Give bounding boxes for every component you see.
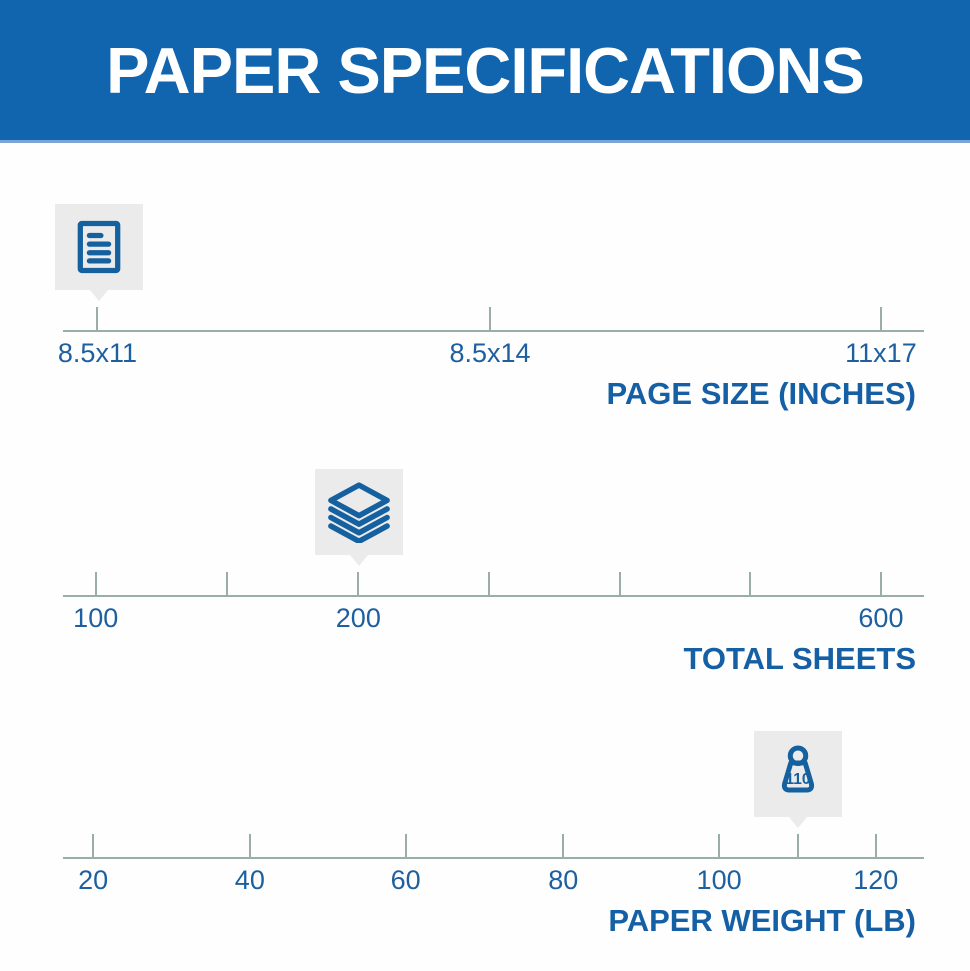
tick-mark [94,572,97,596]
tick-label: 20 [78,865,109,895]
tick-mark [357,572,360,596]
axis-line [63,595,924,597]
tick-mark [488,572,491,596]
tick-label: 200 [335,603,381,633]
tick-mark [879,572,882,596]
axis-page-size: 8.5x11 8.5x14 11x17 PAGE SIZE (INCHES) [55,204,924,419]
tick-label: 8.5x11 [57,338,137,368]
scale-paper-weight: 20 40 60 80 100 120 110 PAPER WEIGHT (LB) [0,731,970,946]
tick-mark [248,834,251,858]
paper-weight-marker: 110 [754,731,843,828]
tick-mark [96,307,99,331]
document-icon [77,220,121,274]
scale-total-sheets: 100 200 600 TOTAL SHEETS [0,469,970,684]
tick-label: 600 [858,603,904,633]
tick-label: 100 [696,865,742,895]
tick-label: 11x17 [845,338,917,368]
page-title: PAPER SPECIFICATIONS [106,33,865,107]
marker-pointer [350,555,369,566]
scale-title-total-sheets: TOTAL SHEETS [683,641,916,676]
tick-mark [718,834,721,858]
weight-icon-value: 110 [786,771,811,788]
tick-mark [92,834,95,858]
tick-label: 100 [73,603,119,633]
sheets-stack-icon [328,482,391,543]
axis-total-sheets: 100 200 600 TOTAL SHEETS [63,469,924,684]
weight-icon: 110 [782,745,815,793]
marker-pointer [90,290,109,301]
tick-mark [404,834,407,858]
page-size-marker [55,204,144,301]
tick-label: 80 [548,865,579,895]
scale-title-paper-weight: PAPER WEIGHT (LB) [608,903,916,938]
tick-label: 40 [234,865,265,895]
scale-page-size: 8.5x11 8.5x14 11x17 PAGE SIZE (INCHES) [0,204,970,419]
tick-mark [879,307,882,331]
axis-line [63,330,924,332]
tick-mark [749,572,752,596]
tick-label: 60 [390,865,421,895]
axis-line [63,857,924,859]
tick-mark [797,834,800,858]
axis-paper-weight: 20 40 60 80 100 120 110 PAPER WEIGHT (LB) [63,731,924,946]
tick-mark [562,834,565,858]
tick-mark [619,572,622,596]
header-banner: PAPER SPECIFICATIONS [0,0,970,143]
tick-mark [489,307,492,331]
marker-pointer [789,817,808,828]
tick-mark [874,834,877,858]
tick-mark [225,572,228,596]
scale-title-page-size: PAGE SIZE (INCHES) [606,376,916,411]
tick-label: 8.5x14 [449,338,531,368]
tick-label: 120 [853,865,899,895]
total-sheets-marker [315,469,404,566]
